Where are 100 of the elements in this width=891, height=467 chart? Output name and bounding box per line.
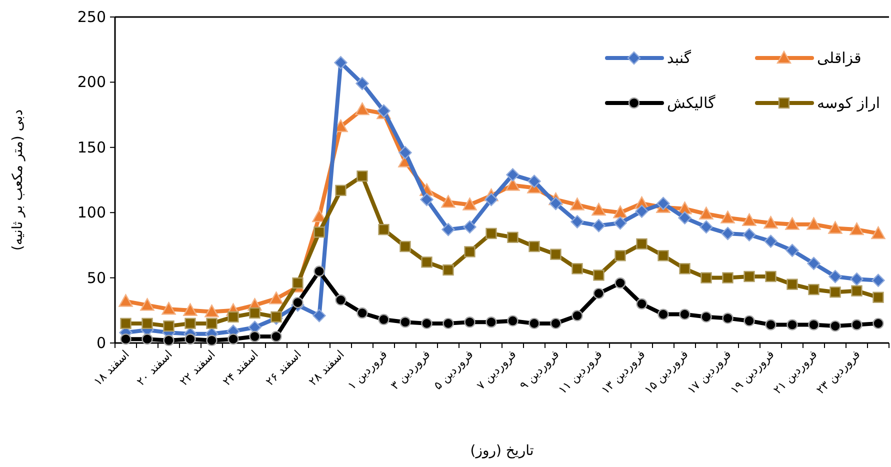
point xyxy=(506,168,520,182)
point xyxy=(442,264,454,276)
point xyxy=(462,198,477,210)
point xyxy=(872,318,884,330)
point xyxy=(658,250,669,262)
point xyxy=(700,272,712,284)
point xyxy=(463,220,476,234)
point xyxy=(249,330,260,342)
point xyxy=(830,320,841,332)
point xyxy=(163,320,174,332)
point xyxy=(614,216,627,230)
point xyxy=(765,270,776,282)
point xyxy=(592,202,606,216)
point xyxy=(636,298,648,310)
point xyxy=(442,318,454,330)
point xyxy=(400,316,411,328)
x-tick-label: ۱ فروردین xyxy=(344,347,390,392)
point xyxy=(806,217,821,230)
point xyxy=(206,334,218,346)
x-tick-label: ۷ فروردین xyxy=(474,347,519,392)
point xyxy=(228,333,239,345)
point xyxy=(442,222,455,236)
point xyxy=(335,184,346,196)
point xyxy=(528,174,541,188)
x-tick-label: ۲۶ اسفند xyxy=(262,347,304,388)
point xyxy=(785,217,800,230)
point xyxy=(420,192,434,206)
point xyxy=(765,319,776,330)
point xyxy=(441,195,456,208)
point xyxy=(486,316,497,328)
point xyxy=(550,318,562,330)
point xyxy=(742,213,756,226)
point xyxy=(700,311,712,323)
point xyxy=(570,198,584,210)
point xyxy=(507,232,518,243)
point xyxy=(614,277,626,289)
point xyxy=(378,314,390,326)
point xyxy=(786,244,799,258)
point xyxy=(764,234,778,248)
point xyxy=(744,270,755,282)
point xyxy=(872,292,884,303)
point xyxy=(528,318,540,330)
point xyxy=(570,215,584,228)
point xyxy=(828,270,842,284)
x-axis-title: تاریخ (روز) xyxy=(470,443,534,459)
point xyxy=(398,146,412,160)
point xyxy=(356,170,368,182)
x-tick-label: ۲۸ اسفند xyxy=(306,347,347,388)
point xyxy=(355,102,370,116)
point xyxy=(356,76,369,90)
point xyxy=(550,248,562,260)
point xyxy=(679,263,690,274)
point xyxy=(142,318,153,330)
point xyxy=(549,196,562,210)
x-tick-label: ۲۰ اسفند xyxy=(134,347,175,388)
point xyxy=(528,240,540,252)
point xyxy=(292,296,304,308)
point xyxy=(635,204,648,218)
legend-label: گالیکش xyxy=(667,94,716,112)
y-axis-title: دبی (متر مکعب بر ثانیه) xyxy=(10,109,26,251)
legend-label: قزاقلی xyxy=(817,49,862,67)
point xyxy=(270,330,282,342)
point xyxy=(120,318,132,330)
point xyxy=(850,272,864,286)
point xyxy=(249,307,260,319)
point xyxy=(464,316,476,328)
legend-label: اراز کوسه xyxy=(817,94,880,112)
point xyxy=(292,277,304,289)
point xyxy=(656,196,670,210)
point xyxy=(162,302,176,315)
x-tick-label: ۵ فروردین xyxy=(430,347,476,392)
point xyxy=(872,274,885,288)
point xyxy=(593,288,604,300)
point xyxy=(721,226,734,240)
point xyxy=(871,226,886,240)
point xyxy=(742,228,756,242)
point xyxy=(270,311,282,323)
y-tick-label: 200 xyxy=(77,73,106,92)
point xyxy=(184,318,196,330)
y-tick-label: 250 xyxy=(77,8,106,26)
point xyxy=(613,206,628,218)
point xyxy=(720,210,735,224)
y-tick-label: 50 xyxy=(86,268,106,287)
point xyxy=(764,216,778,229)
point xyxy=(163,334,174,346)
point xyxy=(572,263,583,274)
point xyxy=(851,285,862,296)
point xyxy=(356,307,368,319)
point xyxy=(335,294,346,306)
point xyxy=(830,286,841,298)
point xyxy=(658,308,669,320)
point xyxy=(808,319,820,330)
point xyxy=(269,292,284,304)
point xyxy=(140,298,154,311)
point xyxy=(722,272,734,284)
point xyxy=(312,209,326,222)
point xyxy=(699,206,714,220)
point xyxy=(206,318,218,330)
point xyxy=(678,211,692,224)
point xyxy=(142,333,153,345)
